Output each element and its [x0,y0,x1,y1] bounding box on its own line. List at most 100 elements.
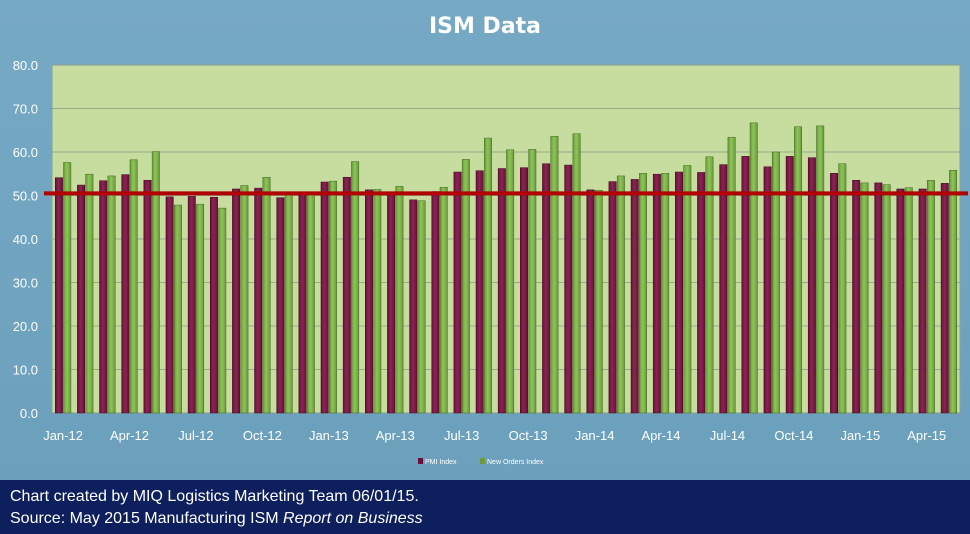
x-tick-label: Apr-15 [907,428,946,443]
bar-pmi [874,182,883,414]
x-tick-label: Apr-12 [110,428,149,443]
x-tick-label: Jul-12 [178,428,213,443]
bar-pmi [209,196,218,414]
bar-pmi [830,173,838,414]
chart: 0.0 10.0 20.0 30.0 40.0 50.0 60.0 70.0 80.0 Jan-… [13,58,968,466]
bar-pmi [940,183,949,414]
bar-pmi [365,189,373,414]
bar-new-orders [63,162,72,414]
bar-pmi [497,168,506,414]
bar-new-orders [816,125,825,414]
legend-label: New Orders Index [487,459,544,466]
bar-new-orders [506,149,515,414]
legend-swatch [480,458,485,464]
bar-new-orders [904,187,913,414]
bar-pmi [586,189,595,414]
footer-credit: Chart created by MIQ Logistics Marketing… [10,488,419,505]
bar-pmi [475,170,484,414]
bar-pmi [896,188,905,414]
bar-pmi [54,177,63,414]
bar-pmi [520,167,528,414]
y-tick-label: 10.0 [13,363,38,378]
bar-new-orders [838,163,847,414]
bar-pmi [630,179,639,414]
bar-pmi [763,166,772,414]
bar-new-orders [395,186,404,414]
bar-new-orders [151,151,160,414]
bar-pmi [387,192,396,414]
bar-new-orders [749,122,758,414]
x-tick-label: Apr-14 [642,428,681,443]
y-tick-label: 20.0 [13,319,38,334]
bar-pmi [254,187,263,414]
bar-new-orders [218,207,227,414]
bar-new-orders [107,175,116,414]
bar-new-orders [373,189,382,414]
bar-pmi [608,181,617,414]
bar-new-orders [262,176,271,414]
bar-new-orders [949,170,958,414]
x-tick-label: Oct-13 [509,428,548,443]
y-tick-label: 40.0 [13,232,38,247]
bar-new-orders [616,175,625,414]
bar-new-orders [85,173,94,414]
bar-new-orders [284,193,293,414]
bar-pmi [77,184,86,414]
bar-pmi [232,188,241,414]
bar-pmi [298,194,307,414]
y-tick-label: 80.0 [13,58,38,73]
bar-pmi [121,174,130,414]
bar-pmi [276,197,285,414]
bar-pmi [675,171,683,414]
bar-new-orders [196,203,205,414]
x-tick-label: Oct-14 [774,428,813,443]
bar-new-orders [550,136,559,414]
bar-new-orders [683,165,692,414]
bar-new-orders [439,186,448,414]
bar-new-orders [705,156,714,414]
bar-new-orders [240,185,249,414]
bar-new-orders [174,204,182,414]
bar-pmi [719,164,728,414]
bar-new-orders [594,190,603,414]
y-tick-label: 0.0 [20,406,38,421]
y-tick-label: 70.0 [13,102,38,117]
x-tick-label: Jul-13 [444,428,479,443]
bar-pmi [807,157,816,414]
bar-new-orders [794,126,803,414]
x-tick-label: Jan-15 [840,428,880,443]
bar-pmi [143,180,152,414]
bar-new-orders [417,200,426,414]
bar-new-orders [661,173,670,414]
x-tick-label: Oct-12 [243,428,282,443]
footer-source-prefix: Source: May 2015 Manufacturing ISM [10,510,284,527]
x-tick-label: Jan-14 [575,428,615,443]
bar-new-orders [484,137,492,414]
bar-pmi [564,164,573,414]
bar-pmi [697,172,706,414]
bar-pmi [652,173,661,414]
bar-pmi [99,180,108,414]
bar-pmi [409,199,418,414]
bar-new-orders [926,180,935,414]
bar-new-orders [461,159,470,414]
bar-new-orders [129,159,138,414]
y-tick-label: 30.0 [13,276,38,291]
x-tick-label: Jan-12 [43,428,83,443]
footer-source-italic: Report on Business [283,510,423,527]
bar-new-orders [351,161,360,414]
bar-pmi [320,181,329,414]
footer-banner: Chart created by MIQ Logistics Marketing… [0,480,970,534]
bar-pmi [741,156,750,414]
bar-pmi [542,163,551,414]
legend-swatch [418,458,423,464]
legend-label: PMI Index [425,459,457,466]
footer-source: Source: May 2015 Manufacturing ISM Repor… [10,510,423,528]
bar-new-orders [639,173,647,414]
bar-pmi [165,196,174,414]
bar-pmi [785,156,794,414]
bar-pmi [187,196,196,414]
bar-new-orders [306,193,315,414]
bar-new-orders [572,133,581,414]
